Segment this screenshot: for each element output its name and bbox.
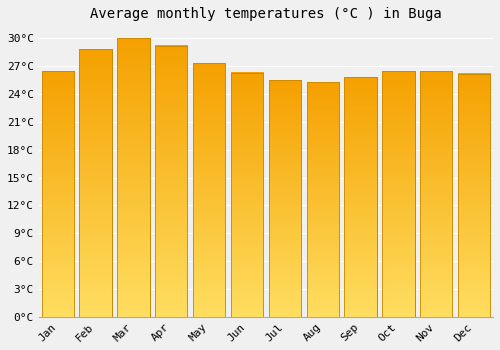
Bar bbox=[80, 49, 112, 317]
Bar bbox=[80, 49, 112, 317]
Bar bbox=[306, 82, 339, 317]
Bar bbox=[344, 77, 376, 317]
Bar bbox=[269, 80, 301, 317]
Bar bbox=[231, 73, 263, 317]
Bar bbox=[193, 63, 225, 317]
Bar bbox=[118, 38, 150, 317]
Bar bbox=[118, 38, 150, 317]
Bar bbox=[344, 77, 376, 317]
Bar bbox=[155, 46, 188, 317]
Bar bbox=[382, 71, 414, 317]
Bar bbox=[382, 71, 414, 317]
Bar bbox=[420, 71, 452, 317]
Bar bbox=[420, 71, 452, 317]
Bar bbox=[458, 74, 490, 317]
Bar bbox=[193, 63, 225, 317]
Title: Average monthly temperatures (°C ) in Buga: Average monthly temperatures (°C ) in Bu… bbox=[90, 7, 442, 21]
Bar bbox=[42, 71, 74, 317]
Bar bbox=[306, 82, 339, 317]
Bar bbox=[458, 74, 490, 317]
Bar bbox=[155, 46, 188, 317]
Bar bbox=[231, 73, 263, 317]
Bar bbox=[42, 71, 74, 317]
Bar bbox=[269, 80, 301, 317]
